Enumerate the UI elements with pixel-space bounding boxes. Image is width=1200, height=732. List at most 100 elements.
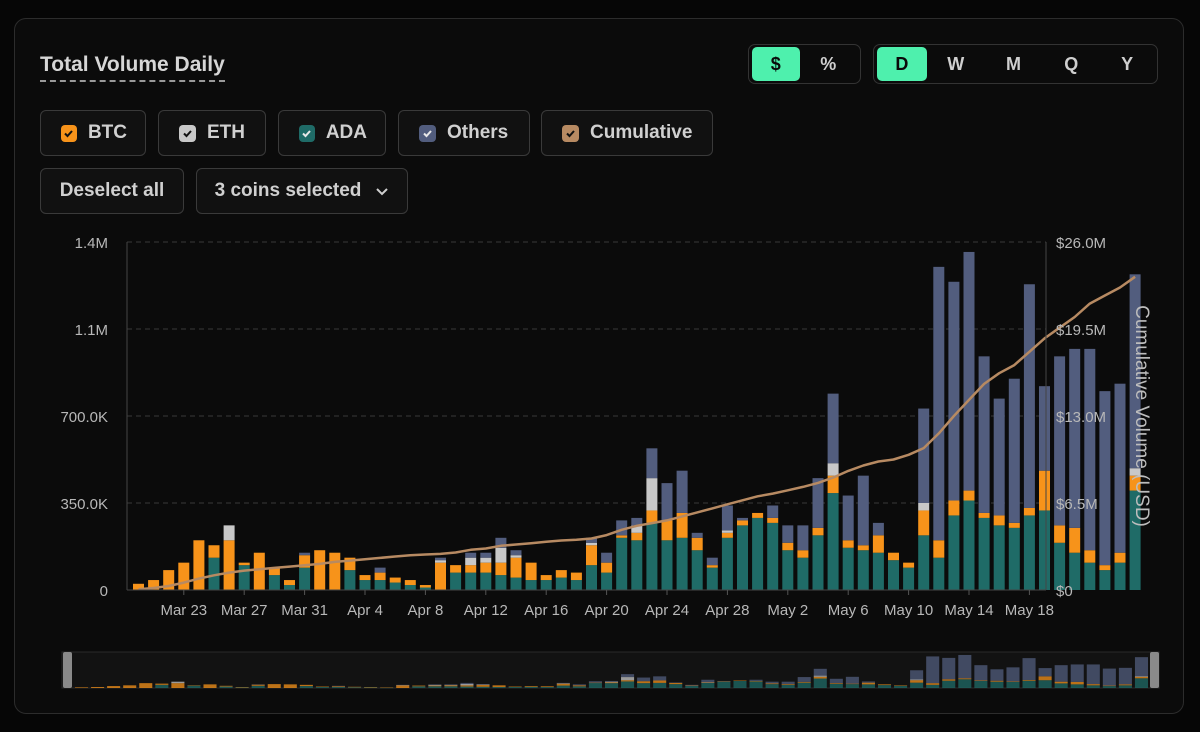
navigator-bar	[251, 685, 265, 688]
navigator-bar	[653, 682, 667, 688]
legend-toggle-ada[interactable]: ADA	[278, 110, 386, 156]
navigator-bar	[251, 684, 265, 686]
navigator-bar	[107, 686, 121, 688]
navigator-bar	[460, 685, 474, 687]
navigator-bar	[781, 684, 795, 688]
period-month-button[interactable]: M	[1006, 53, 1021, 74]
navigator-bar	[1054, 665, 1068, 682]
navigator-bar	[877, 684, 892, 686]
navigator-bar	[588, 682, 602, 688]
navigator-bar	[331, 686, 346, 688]
navigator-bar	[910, 679, 924, 681]
navigator-bar	[428, 686, 442, 688]
check-icon	[562, 124, 579, 142]
navigator-bar	[348, 687, 362, 688]
navigator-bar	[540, 687, 554, 688]
navigator-bar	[958, 678, 972, 680]
navigator-bar	[894, 685, 908, 688]
navigator-bar	[604, 683, 619, 688]
navigator-bar	[1022, 679, 1036, 681]
navigator-bar	[942, 657, 956, 680]
navigator-right-handle[interactable]	[1150, 652, 1159, 688]
navigator-bar	[765, 683, 779, 685]
period-quarter-button[interactable]: Q	[1064, 53, 1079, 74]
navigator-bar	[572, 684, 586, 686]
legend-toggle-eth[interactable]: ETH	[158, 110, 266, 156]
navigator-bar	[621, 681, 635, 688]
deselect-all-button[interactable]: Deselect all	[40, 168, 184, 214]
navigator-bar	[572, 685, 586, 687]
navigator-bar	[1134, 657, 1148, 677]
navigator-bar	[781, 684, 795, 685]
navigator-bar	[637, 677, 651, 682]
navigator-bar	[797, 681, 811, 683]
navigator-bar	[155, 684, 169, 688]
navigator-bar	[1086, 684, 1100, 686]
navigator-bar	[1134, 676, 1148, 677]
navigator-bar	[1102, 668, 1116, 686]
navigator-bar	[1054, 683, 1068, 688]
navigator-bar	[621, 674, 635, 678]
unit-percent-button[interactable]: %	[820, 53, 837, 74]
period-week-button[interactable]: W	[947, 53, 965, 74]
navigator-bar	[492, 685, 506, 688]
navigator-bar	[299, 686, 313, 688]
navigator-bar	[861, 684, 875, 688]
navigator-bar	[492, 687, 506, 688]
navigator-bar	[781, 681, 795, 685]
navigator-bar	[910, 682, 924, 688]
navigator-bar	[797, 682, 811, 688]
navigator-bar	[813, 675, 827, 677]
navigator-bar	[958, 679, 972, 688]
navigator-bar	[637, 683, 651, 688]
navigator-bar	[942, 680, 956, 688]
navigator-bar	[1022, 658, 1036, 680]
navigator-bar	[444, 685, 458, 687]
navigator-bar	[315, 687, 329, 688]
navigator-bar	[845, 684, 859, 688]
navigator-bar	[604, 680, 619, 682]
navigator-bar	[460, 683, 474, 686]
legend-label-cumulative: Cumulative	[590, 122, 693, 143]
navigator-bar	[990, 669, 1004, 681]
navigator-bar	[797, 677, 811, 682]
navigator-bar	[813, 668, 827, 676]
navigator-bar	[1086, 685, 1100, 688]
navigator-bar	[1006, 667, 1020, 682]
legend-toggle-btc[interactable]: BTC	[40, 110, 146, 156]
navigator-bar	[524, 686, 538, 688]
navigator-bar	[829, 683, 843, 688]
navigator-bar	[91, 687, 105, 688]
legend-toggle-cumulative[interactable]: Cumulative	[541, 110, 713, 156]
navigator-bar	[412, 686, 426, 688]
navigator-bar	[1134, 678, 1148, 688]
navigator-bar	[685, 684, 699, 686]
navigator-bar	[396, 685, 410, 688]
navigator-bar	[765, 684, 779, 688]
navigator-bar	[1118, 667, 1132, 685]
navigator-bar	[171, 683, 185, 688]
navigator-bar	[476, 684, 490, 687]
navigator-left-handle[interactable]	[63, 652, 72, 688]
legend-label-others: Others	[447, 122, 509, 143]
legend-label-eth: ETH	[207, 122, 245, 143]
navigator-bar	[990, 681, 1004, 688]
navigator-bar	[861, 682, 875, 685]
navigator-bar	[604, 681, 619, 683]
navigator-bar	[444, 686, 458, 688]
period-year-button[interactable]: Y	[1121, 53, 1134, 74]
chart-title: Total Volume Daily	[40, 53, 225, 82]
legend-toggle-others[interactable]: Others	[398, 110, 530, 156]
navigator-bar	[974, 665, 988, 681]
navigator-bar	[829, 683, 843, 684]
navigator-bar	[701, 679, 715, 683]
navigator-bar	[139, 683, 153, 688]
period-day-button[interactable]: D	[877, 47, 927, 81]
coins-selected-dropdown[interactable]: 3 coins selected	[196, 168, 408, 214]
navigator-bar	[958, 654, 972, 679]
navigator-bar	[653, 680, 667, 683]
unit-toggle: $ %	[748, 44, 861, 84]
navigator-bar	[845, 676, 859, 684]
unit-dollar-button[interactable]: $	[752, 47, 800, 81]
